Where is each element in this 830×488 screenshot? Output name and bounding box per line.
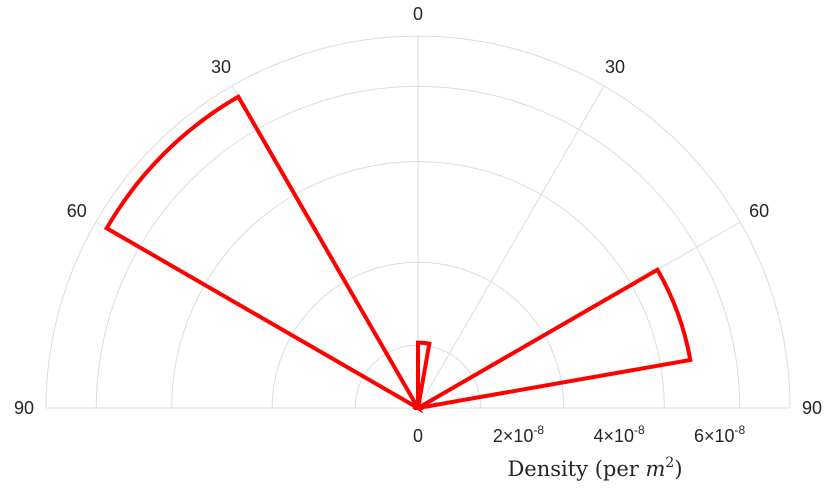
histogram-bin-11 (417, 267, 693, 410)
theta-tick-label: 60 (749, 201, 769, 221)
theta-tick-label: 30 (605, 57, 625, 77)
r-tick-label: 6×10-8 (694, 423, 746, 446)
r-tick-label: 4×10-8 (593, 423, 645, 446)
theta-tick-label: 90 (14, 398, 34, 418)
grid-spoke (417, 85, 605, 409)
histogram-bars (103, 93, 693, 414)
theta-tick-label: 90 (802, 398, 822, 418)
axis-labels: 90 60 30 0 30 60 90 0 2×10-8 4×10-8 6×10-8 (14, 4, 822, 446)
theta-tick-label: 30 (211, 57, 231, 77)
histogram-bin-3 (103, 93, 424, 414)
r-tick-label: 2×10-8 (493, 423, 545, 446)
histogram-bin-6 (416, 340, 432, 409)
theta-tick-label: 60 (67, 201, 87, 221)
theta-tick-label: 0 (413, 4, 423, 24)
radial-axis-title: Density (per m2) (507, 455, 682, 481)
r-tick-label: 0 (413, 426, 423, 446)
